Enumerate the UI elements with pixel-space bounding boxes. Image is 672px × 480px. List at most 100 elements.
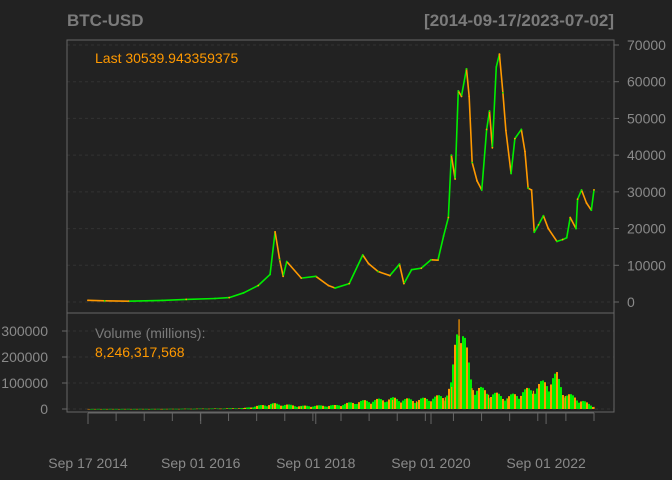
volume-bar	[502, 398, 504, 409]
volume-bar	[248, 407, 250, 409]
x-axis-tick-label: Sep 01 2018	[276, 455, 356, 471]
price-y-tick-label: 0	[627, 294, 635, 310]
volume-bar	[266, 406, 268, 409]
volume-bar	[552, 378, 554, 409]
price-point	[537, 224, 540, 226]
volume-bars	[87, 319, 595, 410]
volume-bar	[286, 404, 288, 409]
volume-bar	[390, 397, 392, 409]
volume-bar	[426, 398, 428, 409]
volume-bar	[456, 334, 458, 409]
volume-bar	[534, 393, 536, 409]
volume-label: Volume (millions):	[95, 325, 205, 341]
price-line-segment	[361, 254, 370, 265]
price-line-segment	[437, 235, 445, 261]
volume-y-tick-label: 200000	[1, 349, 48, 365]
volume-bar-point	[487, 394, 490, 409]
price-line-segment	[278, 258, 284, 278]
price-line-segment	[565, 216, 571, 239]
volume-bar	[172, 408, 174, 410]
volume-bar	[152, 408, 154, 410]
volume-bar	[192, 408, 194, 410]
volume-bar	[304, 405, 306, 409]
price-point	[314, 275, 317, 278]
volume-bar	[376, 398, 378, 409]
volume-bar	[222, 408, 224, 410]
volume-bar	[244, 407, 246, 409]
price-point	[485, 128, 488, 131]
volume-bar	[104, 408, 106, 410]
volume-bar	[90, 408, 92, 410]
price-line-segment	[580, 189, 588, 204]
price-point	[214, 297, 216, 300]
volume-bar	[132, 408, 134, 410]
price-point	[450, 154, 453, 157]
volume-bar	[562, 395, 564, 409]
volume-bar	[472, 390, 474, 409]
volume-bar	[428, 400, 430, 409]
volume-bar	[280, 405, 282, 409]
volume-bar	[160, 408, 162, 410]
price-point	[465, 67, 468, 70]
price-line	[87, 53, 595, 303]
volume-bar	[490, 396, 492, 409]
x-axis: Sep 17 2014 Sep 01 2016 Sep 01 2018 Sep 01 …	[48, 412, 595, 471]
price-line-segment	[569, 216, 577, 230]
volume-bar-point	[300, 406, 302, 409]
x-axis-tick-label: Sep 01 2022	[506, 455, 586, 471]
volume-bar	[292, 405, 294, 409]
volume-bar	[210, 408, 212, 410]
price-point	[348, 282, 351, 285]
price-line-segment	[520, 128, 526, 153]
volume-bar	[140, 408, 142, 410]
volume-bar	[330, 405, 332, 409]
x-axis-tick-label: Sep 01 2016	[161, 455, 241, 471]
price-line-segment	[269, 231, 276, 276]
volume-bar-point	[358, 402, 360, 409]
volume-bar	[94, 408, 96, 410]
volume-bar	[348, 402, 350, 409]
price-point	[437, 259, 439, 262]
volume-bar	[328, 405, 330, 409]
volume-bar	[268, 405, 270, 409]
volume-bar	[438, 395, 440, 409]
volume-bar	[514, 394, 516, 409]
price-line-segment	[575, 198, 579, 230]
price-point	[361, 254, 364, 256]
volume-bar-point	[451, 386, 453, 409]
price-line-segment	[410, 267, 423, 271]
volume-bar-point	[334, 405, 336, 409]
price-point	[501, 91, 504, 94]
price-line-segment	[327, 284, 336, 289]
volume-bar	[448, 388, 450, 409]
volume-bar	[580, 401, 582, 409]
price-line-segment	[460, 68, 468, 98]
price-grid	[67, 44, 614, 303]
volume-bar	[374, 400, 376, 409]
volume-bar	[326, 406, 328, 409]
price-y-tick-label: 30000	[627, 184, 666, 200]
price-point	[520, 128, 523, 131]
price-line-segment	[214, 296, 231, 300]
volume-bar	[174, 408, 176, 410]
price-line-segment	[367, 262, 379, 273]
volume-bar	[126, 408, 128, 410]
volume-bar	[452, 364, 454, 409]
volume-bar	[246, 407, 248, 409]
price-line-segment	[547, 227, 558, 243]
volume-bar	[406, 398, 408, 409]
volume-bar	[454, 344, 456, 409]
volume-bar	[128, 408, 130, 410]
volume-bar-point	[415, 401, 418, 409]
volume-bar	[578, 402, 580, 409]
volume-bar	[436, 395, 438, 409]
volume-bar	[112, 408, 114, 410]
volume-bar	[142, 408, 144, 410]
price-line-segment	[491, 66, 498, 149]
volume-bar	[522, 392, 524, 409]
volume-bar	[156, 408, 158, 410]
price-point	[524, 150, 526, 153]
volume-bar	[186, 408, 188, 410]
volume-bar	[310, 406, 312, 409]
volume-panel-border	[66, 312, 615, 413]
